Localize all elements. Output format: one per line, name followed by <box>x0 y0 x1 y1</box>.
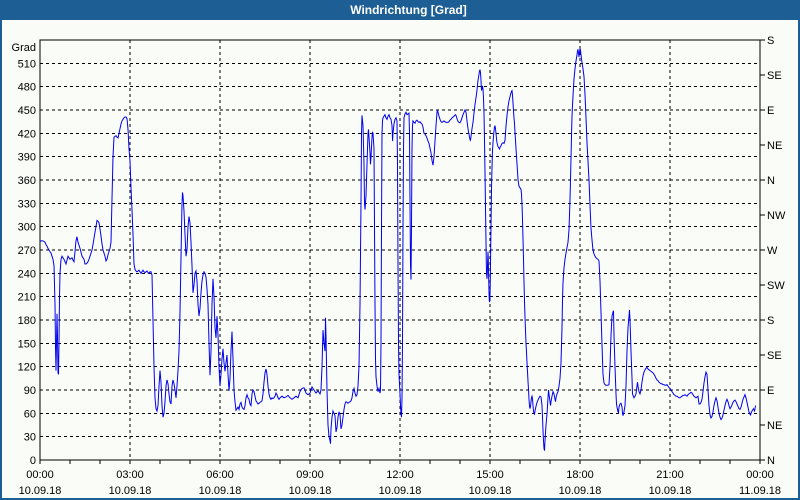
svg-text:360: 360 <box>18 175 36 187</box>
svg-text:15:00: 15:00 <box>476 469 504 481</box>
svg-text:510: 510 <box>18 58 36 70</box>
svg-text:60: 60 <box>24 408 36 420</box>
svg-text:330: 330 <box>18 198 36 210</box>
svg-text:480: 480 <box>18 82 36 94</box>
svg-text:0: 0 <box>30 455 36 467</box>
svg-text:10.09.18: 10.09.18 <box>19 485 62 497</box>
svg-text:10.09.18: 10.09.18 <box>379 485 422 497</box>
svg-text:11.09.18: 11.09.18 <box>739 485 781 497</box>
svg-text:10.09.18: 10.09.18 <box>649 485 692 497</box>
svg-text:09:00: 09:00 <box>296 469 324 481</box>
svg-text:SE: SE <box>767 350 782 362</box>
svg-text:150: 150 <box>18 338 36 350</box>
svg-text:S: S <box>767 315 774 327</box>
svg-text:00:00: 00:00 <box>746 469 774 481</box>
svg-text:SE: SE <box>767 70 782 82</box>
svg-text:Grad: Grad <box>12 42 36 54</box>
svg-text:S: S <box>767 35 774 47</box>
svg-text:18:00: 18:00 <box>566 469 594 481</box>
svg-text:420: 420 <box>18 128 36 140</box>
svg-text:06:00: 06:00 <box>206 469 234 481</box>
svg-text:240: 240 <box>18 268 36 280</box>
svg-text:10.09.18: 10.09.18 <box>559 485 602 497</box>
svg-text:E: E <box>767 105 774 117</box>
svg-text:10.09.18: 10.09.18 <box>469 485 512 497</box>
svg-text:210: 210 <box>18 292 36 304</box>
svg-text:30: 30 <box>24 432 36 444</box>
svg-text:00:00: 00:00 <box>26 469 54 481</box>
svg-text:10.09.18: 10.09.18 <box>289 485 332 497</box>
svg-text:03:00: 03:00 <box>116 469 144 481</box>
svg-text:N: N <box>767 175 775 187</box>
svg-text:120: 120 <box>18 362 36 374</box>
svg-text:270: 270 <box>18 245 36 257</box>
svg-text:300: 300 <box>18 222 36 234</box>
svg-text:NE: NE <box>767 140 782 152</box>
svg-text:N: N <box>767 455 775 467</box>
svg-text:21:00: 21:00 <box>656 469 684 481</box>
svg-text:12:00: 12:00 <box>386 469 414 481</box>
svg-text:NE: NE <box>767 420 782 432</box>
svg-text:10.09.18: 10.09.18 <box>109 485 152 497</box>
svg-text:SW: SW <box>767 280 785 292</box>
svg-text:NW: NW <box>767 210 786 222</box>
svg-text:10.09.18: 10.09.18 <box>199 485 242 497</box>
svg-text:390: 390 <box>18 152 36 164</box>
svg-text:90: 90 <box>24 385 36 397</box>
svg-text:W: W <box>767 245 778 257</box>
svg-text:450: 450 <box>18 105 36 117</box>
svg-text:E: E <box>767 385 774 397</box>
svg-text:180: 180 <box>18 315 36 327</box>
